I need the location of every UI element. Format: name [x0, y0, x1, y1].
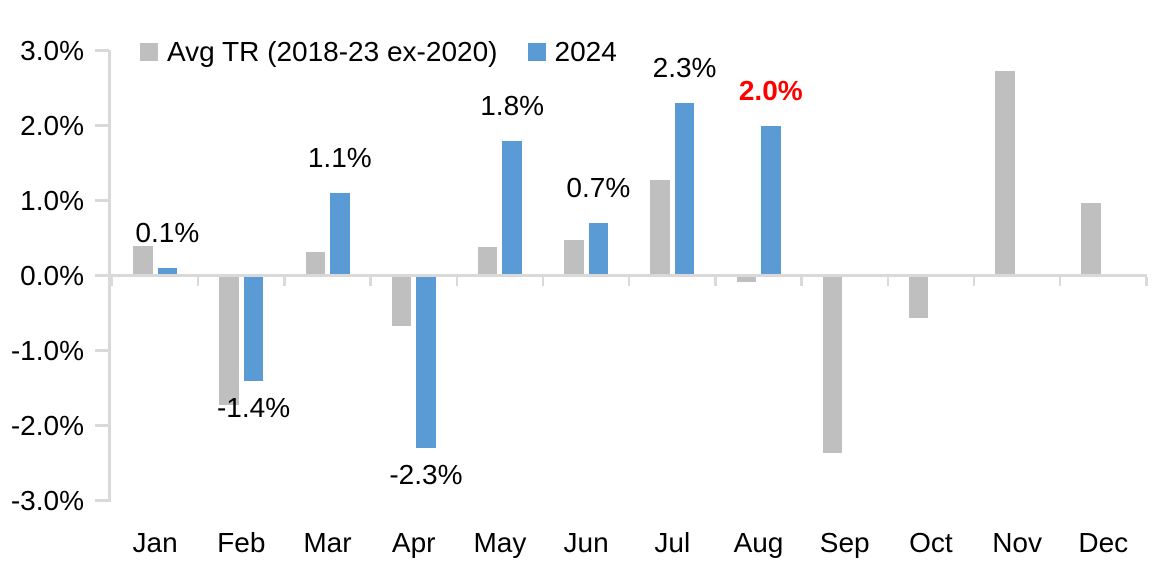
- x-axis-label-apr: Apr: [391, 527, 436, 558]
- bar-avg-tr-apr: [391, 275, 412, 326]
- x-axis-label-dec: Dec: [1078, 527, 1129, 558]
- y-axis-tick: [95, 49, 109, 52]
- data-label-feb: -1.4%: [216, 391, 291, 423]
- x-axis-label-feb: Feb: [217, 527, 266, 558]
- bar-avg-tr-jan: [133, 245, 153, 276]
- legend-item-avg-tr: Avg TR (2018-23 ex-2020): [140, 36, 498, 68]
- data-label-aug: 2.0%: [738, 74, 803, 106]
- x-axis-tick: [369, 277, 372, 286]
- bar-avg-tr-jul: [650, 180, 670, 276]
- data-label-jun: 0.7%: [566, 172, 631, 203]
- bar-avg-tr-nov: [995, 70, 1015, 276]
- legend-swatch-2024-icon: [527, 43, 546, 61]
- x-axis-label-jul: Jul: [654, 527, 691, 558]
- bar-2024-apr: [416, 275, 436, 448]
- legend-label-avg-tr: Avg TR (2018-23 ex-2020): [167, 36, 498, 67]
- x-axis-label-nov: Nov: [992, 527, 1042, 558]
- y-axis-label-1.0: 1.0%: [20, 184, 84, 216]
- x-axis-label-sep: Sep: [819, 527, 870, 558]
- legend: Avg TR (2018-23 ex-2020) 2024: [140, 36, 617, 68]
- bar-2024-jan: [157, 268, 178, 276]
- x-axis-tick: [283, 277, 286, 286]
- data-label-jul: 2.3%: [652, 52, 717, 83]
- y-axis-label-0.0: 0.0%: [20, 259, 84, 291]
- bar-avg-tr-oct: [908, 275, 929, 319]
- x-axis-tick: [886, 277, 890, 286]
- y-axis-label-2.0: 2.0%: [20, 109, 84, 141]
- x-axis-tick: [110, 277, 114, 286]
- y-axis-tick: [95, 499, 109, 502]
- legend-swatch-avg-tr-icon: [140, 43, 158, 61]
- y-axis-label-3.0: 3.0%: [20, 34, 84, 66]
- bar-2024-mar: [330, 193, 350, 276]
- x-axis-label-aug: Aug: [733, 527, 784, 558]
- bar-avg-tr-aug: [736, 275, 756, 282]
- data-label-may: 1.8%: [480, 89, 545, 121]
- x-axis-label-may: May: [473, 527, 527, 558]
- y-axis-tick: [95, 199, 109, 202]
- x-axis-label-jun: Jun: [563, 527, 609, 558]
- x-axis-tick: [455, 277, 459, 286]
- legend-label-2024: 2024: [554, 36, 617, 67]
- y-axis-label--1.0: -1.0%: [10, 334, 84, 366]
- bar-2024-jul: [674, 103, 695, 276]
- x-axis-zero-line: [95, 274, 1147, 277]
- y-axis-tick: [95, 124, 109, 127]
- y-axis-tick: [95, 349, 109, 352]
- x-axis-label-oct: Oct: [909, 527, 953, 558]
- bar-avg-tr-feb: [219, 275, 239, 406]
- x-axis-tick: [1058, 277, 1062, 286]
- data-label-apr: -2.3%: [389, 459, 463, 490]
- bar-2024-feb: [243, 275, 264, 381]
- data-label-mar: 1.1%: [307, 142, 372, 173]
- bar-avg-tr-dec: [1081, 202, 1101, 276]
- y-axis-label--2.0: -2.0%: [10, 409, 84, 441]
- x-axis-tick: [541, 277, 545, 286]
- bar-avg-tr-mar: [305, 252, 325, 276]
- bar-2024-jun: [588, 223, 609, 276]
- bar-avg-tr-sep: [822, 275, 843, 454]
- bar-2024-may: [502, 140, 522, 276]
- bar-2024-aug: [761, 125, 781, 276]
- y-axis-label--3.0: -3.0%: [10, 484, 84, 516]
- legend-item-2024: 2024: [527, 36, 617, 68]
- x-axis-tick: [714, 277, 717, 286]
- bar-avg-tr-jun: [564, 240, 584, 276]
- x-axis-tick: [627, 277, 631, 286]
- bar-avg-tr-may: [477, 247, 498, 276]
- x-axis-tick: [972, 277, 976, 286]
- x-axis-label-mar: Mar: [303, 527, 352, 558]
- x-axis-label-jan: Jan: [132, 527, 178, 558]
- x-axis-tick: [1145, 277, 1148, 286]
- data-label-jan: 0.1%: [135, 217, 200, 248]
- x-axis-tick: [800, 277, 803, 286]
- x-axis-tick: [196, 277, 200, 286]
- y-axis-tick: [95, 424, 109, 427]
